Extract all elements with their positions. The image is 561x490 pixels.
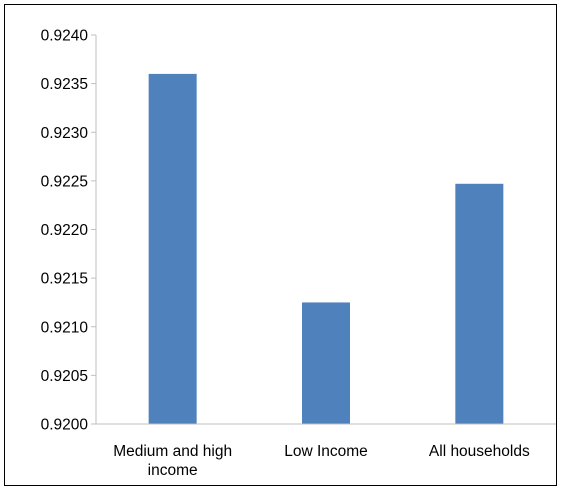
y-tick-label: 0.9210 [41,319,89,336]
bar [302,302,350,424]
x-category-label: Low Income [284,443,368,460]
y-tick-label: 0.9240 [41,28,89,45]
x-category-label: Medium and high [113,443,232,460]
y-tick-label: 0.9215 [41,271,88,288]
y-tick-label: 0.9200 [41,417,89,434]
bar [148,73,197,425]
y-tick-label: 0.9205 [41,368,88,385]
x-category-label: income [148,462,198,479]
y-tick-label: 0.9220 [41,222,89,239]
bars [148,73,504,425]
y-tick-label: 0.9235 [41,76,88,93]
y-tick-label: 0.9230 [41,125,89,142]
x-category-label: All households [429,443,530,460]
x-axis: Medium and high income Low Income All house… [96,423,556,479]
bar [455,183,504,424]
y-axis: 0.9200 0.9205 0.9210 0.9215 0.9220 0.9225 0.92… [41,28,97,434]
y-tick-label: 0.9225 [41,173,88,190]
